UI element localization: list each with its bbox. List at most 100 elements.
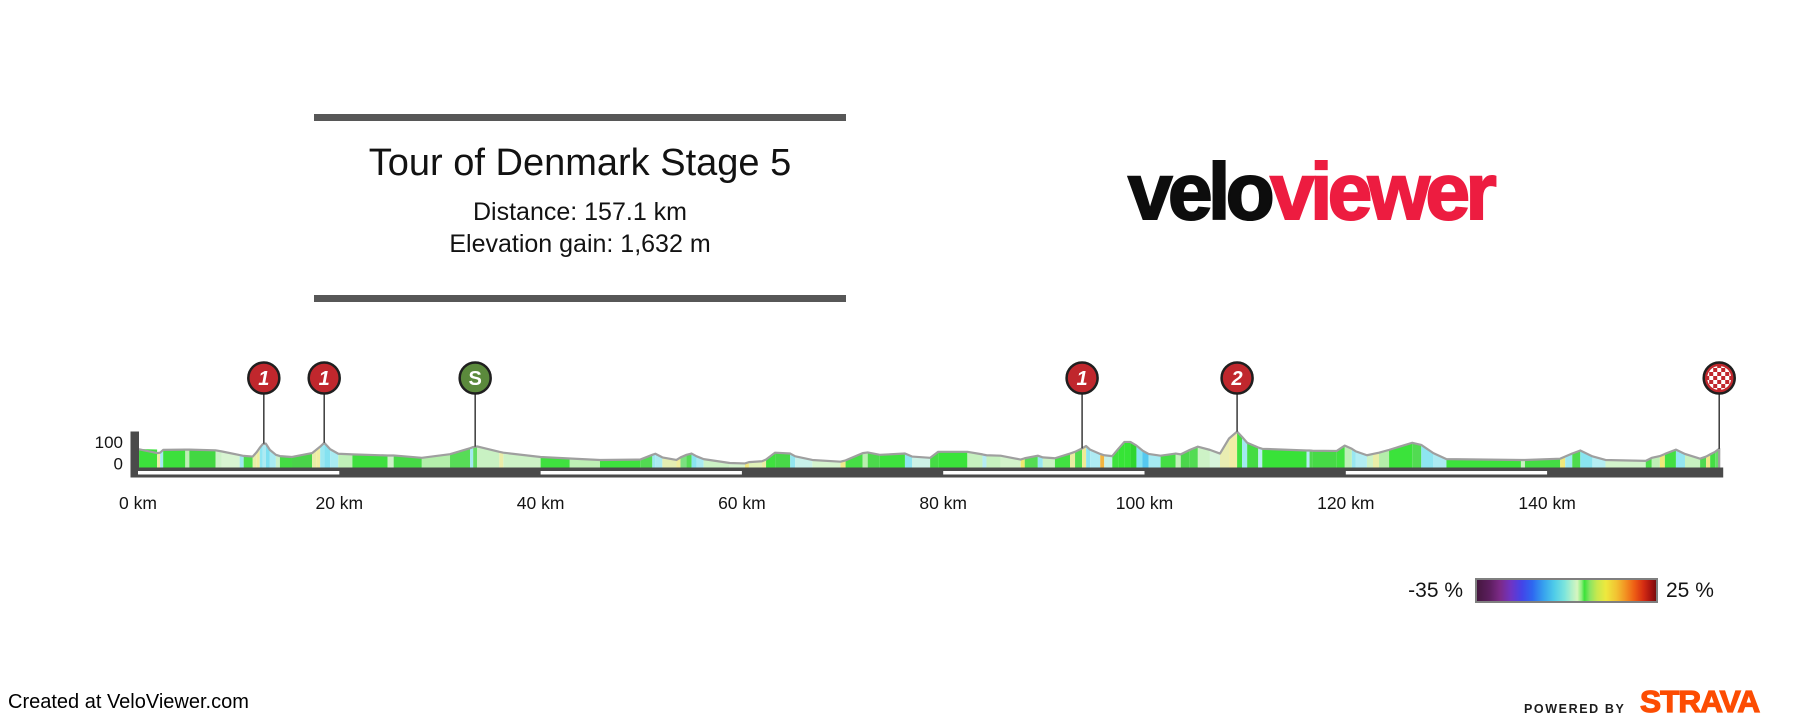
gradient-segment — [1412, 442, 1422, 469]
gradient-segment — [338, 453, 353, 469]
gradient-segment — [1664, 449, 1676, 469]
gradient-segment — [1262, 448, 1307, 469]
gradient-segment — [1037, 455, 1043, 469]
gradient-segment — [1209, 449, 1220, 469]
gradient-segment — [157, 452, 161, 469]
profile-segments — [138, 431, 1720, 469]
climb-marker: 1 — [307, 361, 341, 443]
climb-marker: 2 — [1220, 361, 1254, 432]
gradient-segment — [1372, 452, 1380, 469]
gradient-segment — [1075, 448, 1083, 469]
y-tick-label: 0 — [114, 455, 123, 474]
gradient-segment — [1524, 458, 1561, 469]
gradient-segment — [1189, 446, 1198, 469]
gradient-segment — [652, 453, 656, 469]
gradient-segment — [259, 444, 263, 469]
gradient-segment — [1112, 448, 1119, 469]
gradient-segment — [1104, 455, 1113, 469]
gradient-segment — [1366, 453, 1373, 469]
gradient-segment — [1379, 449, 1390, 469]
gradient-segment — [473, 446, 478, 469]
gradient-segment — [1237, 431, 1243, 469]
gradient-segment — [215, 450, 222, 469]
gradient-segment — [640, 454, 653, 469]
gradient-segment — [1351, 448, 1356, 469]
gradient-segment — [879, 453, 905, 469]
marker-label: 1 — [1077, 368, 1088, 390]
x-tick-label: 20 km — [315, 493, 363, 513]
gradient-segment — [1197, 446, 1210, 469]
gradient-segment — [352, 454, 388, 469]
climb-marker: 1 — [1065, 361, 1099, 449]
gradient-segment — [967, 451, 983, 469]
title-top-rule — [314, 114, 846, 121]
road-dash — [138, 471, 340, 475]
gradient-segment — [256, 447, 260, 469]
gradient-segment — [1124, 441, 1131, 469]
x-tick-label: 0 km — [119, 493, 157, 513]
gradient-segment — [320, 442, 325, 469]
gradient-segment — [790, 453, 796, 469]
gradient-segment — [1312, 450, 1337, 469]
gradient-segment — [1446, 459, 1521, 469]
gradient-segment — [845, 453, 863, 469]
gradient-segment — [1336, 445, 1345, 469]
gradient-segment — [1344, 445, 1352, 469]
marker-label: 1 — [319, 368, 330, 390]
gradient-segment — [499, 451, 504, 469]
gradient-segment — [1355, 451, 1367, 469]
gradient-segment — [239, 455, 244, 469]
gradient-segment — [599, 459, 641, 469]
gradient-segment — [138, 449, 158, 469]
gradient-segment — [1242, 436, 1248, 469]
gradient-segment — [1433, 453, 1447, 469]
gradient-segment — [686, 453, 692, 469]
gradient-segment — [1086, 446, 1091, 469]
gradient-segment — [1421, 444, 1434, 469]
gradient-segment — [163, 449, 186, 469]
gradient-segment — [330, 449, 339, 469]
stage-elevation-gain-label: Elevation gain: 1,632 m — [449, 230, 711, 258]
x-tick-label: 40 km — [517, 493, 565, 513]
marker-label: 1 — [258, 368, 269, 390]
gradient-segment — [1565, 453, 1573, 469]
gradient-segment — [1309, 450, 1313, 469]
marker-label: S — [469, 368, 482, 390]
strava-logo: STRAVA — [1639, 683, 1760, 719]
gradient-segment — [1090, 449, 1101, 469]
gradient-segment — [1659, 453, 1665, 469]
gradient-segment — [680, 454, 687, 469]
climb-marker-circle — [1220, 361, 1254, 395]
gradient-segment — [262, 443, 266, 469]
climb-marker: 1 — [247, 361, 281, 444]
gradient-segment — [703, 459, 730, 469]
profile-outline — [136, 430, 1721, 470]
gradient-segment — [1247, 442, 1259, 469]
gradient-segment — [1306, 450, 1310, 469]
finish-marker — [1702, 361, 1736, 449]
gradient-segment — [1675, 449, 1685, 469]
powered-by-label: POWERED BY — [1524, 702, 1626, 716]
gradient-segment — [1042, 457, 1055, 469]
gradient-legend-max-label: 25 % — [1666, 579, 1714, 602]
gradient-segment — [1142, 450, 1149, 469]
gradient-segment — [1100, 453, 1105, 469]
gradient-segment — [1020, 458, 1025, 469]
gradient-segment — [1560, 456, 1566, 469]
gradient-segment — [775, 452, 791, 469]
gradient-segment — [185, 449, 190, 469]
gradient-segment — [1520, 459, 1525, 469]
gradient-segment — [862, 452, 868, 469]
gradient-segment — [470, 447, 474, 469]
gradient-segment — [316, 446, 321, 469]
x-tick-label: 140 km — [1518, 493, 1575, 513]
created-at-credit: Created at VeloViewer.com — [8, 691, 249, 713]
gradient-segment — [911, 456, 931, 469]
climb-marker-circle — [247, 361, 281, 395]
road-bar — [130, 467, 1724, 478]
x-tick-label: 80 km — [919, 493, 967, 513]
stage-distance-label: Distance: 157.1 km — [473, 198, 687, 226]
y-tick-label: 100 — [95, 433, 123, 452]
gradient-segment — [540, 456, 570, 469]
